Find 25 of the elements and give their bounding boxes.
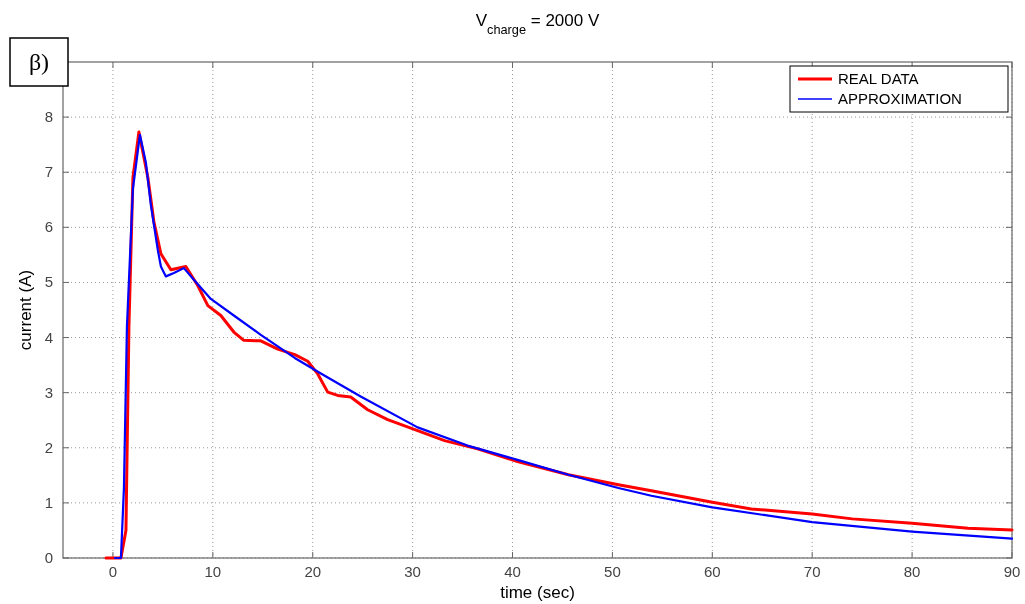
y-tick-label: 1 (44, 493, 53, 511)
y-tick-label: 5 (44, 273, 53, 291)
y-tick-label: 6 (44, 218, 53, 236)
chart-title: V$_{charge}$ = 2000 V (475, 11, 600, 37)
y-tick-label: 7 (44, 163, 53, 181)
x-tick-label: 50 (604, 563, 621, 580)
x-tick-label: 60 (703, 563, 721, 580)
x-tick-label: 0 (108, 563, 118, 580)
x-axis-title: time (sec) (500, 583, 575, 602)
y-tick-label: 0 (44, 549, 53, 566)
x-tick-label: 90 (1003, 563, 1021, 580)
y-tick-label: 4 (44, 328, 53, 346)
x-tick-label: 20 (304, 563, 322, 580)
legend-label: REAL DATA (838, 70, 919, 87)
x-tick-label: 40 (504, 563, 521, 580)
text: β) (28, 49, 50, 75)
y-tick-label: 3 (44, 383, 53, 401)
x-tick-label: 80 (903, 563, 921, 580)
x-tick-label: 30 (404, 563, 421, 580)
legend-label: APPROXIMATION (838, 90, 962, 107)
y-tick-label: 8 (44, 108, 53, 126)
y-axis-title: current (A) (16, 269, 35, 351)
y-tick-label: 2 (44, 438, 53, 456)
x-tick-label: 10 (204, 563, 222, 580)
x-tick-label: 70 (803, 563, 821, 580)
